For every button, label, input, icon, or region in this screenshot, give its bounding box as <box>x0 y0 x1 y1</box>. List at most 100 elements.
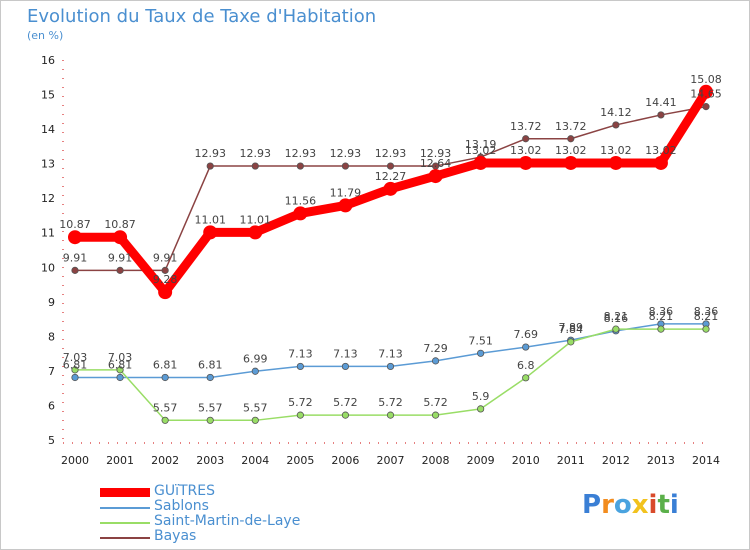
x-tick-label: 2000 <box>61 454 89 467</box>
data-label: 5.9 <box>472 390 490 403</box>
data-point <box>386 162 395 170</box>
data-point <box>612 325 620 333</box>
data-label: 14.65 <box>690 88 722 101</box>
data-point <box>473 155 488 170</box>
data-point <box>161 373 169 382</box>
data-label: 7.13 <box>378 347 403 360</box>
data-label: 5.72 <box>423 396 448 409</box>
data-label: 11.01 <box>240 213 272 226</box>
data-point <box>477 349 485 357</box>
data-label: 6.99 <box>243 352 268 365</box>
logo-letter: r <box>601 490 614 520</box>
data-point <box>206 416 214 424</box>
data-label: 6.81 <box>198 358 223 371</box>
data-label: 8.16 <box>604 312 629 325</box>
data-point <box>338 198 353 213</box>
data-point <box>563 155 578 170</box>
data-label: 9.91 <box>153 251 178 264</box>
data-label: 5.57 <box>153 401 178 414</box>
data-point <box>383 181 398 196</box>
data-label: 8.36 <box>694 305 719 318</box>
data-label: 5.57 <box>198 401 223 414</box>
data-label: 14.41 <box>645 96 677 109</box>
data-point <box>699 84 713 99</box>
chart-title: Evolution du Taux de Taxe d'Habitation <box>27 6 377 27</box>
data-label: 12.64 <box>420 157 452 170</box>
data-point <box>567 338 575 346</box>
data-label: 10.87 <box>59 218 91 231</box>
data-label: 5.72 <box>288 396 313 409</box>
data-label: 7.03 <box>63 351 88 364</box>
y-tick-label: 6 <box>48 399 55 412</box>
data-label: 9.91 <box>108 251 133 264</box>
data-label: 6.81 <box>108 358 133 371</box>
legend-label-bayas: Bayas <box>154 528 197 544</box>
data-point <box>522 135 530 143</box>
data-label: 8.21 <box>694 310 719 323</box>
legend-swatch-guitres <box>100 488 150 497</box>
data-label: 13.02 <box>510 144 542 157</box>
data-label: 5.57 <box>243 401 268 414</box>
data-label: 10.87 <box>104 218 136 231</box>
x-tick-label: 2012 <box>602 454 630 467</box>
y-tick-label: 8 <box>48 330 55 343</box>
x-tick-label: 2009 <box>467 454 495 467</box>
logo-letter: i <box>648 490 658 520</box>
data-label: 6.8 <box>517 359 535 372</box>
x-tick-label: 2004 <box>241 454 269 467</box>
data-label: 11.56 <box>285 194 317 207</box>
data-label: 8.21 <box>649 310 674 323</box>
data-point <box>116 266 124 274</box>
data-point <box>522 374 530 382</box>
x-tick-label: 2008 <box>422 454 450 467</box>
data-point <box>608 155 623 170</box>
data-point <box>612 121 620 129</box>
data-label: 7.69 <box>513 328 538 341</box>
data-point <box>206 162 214 170</box>
data-point <box>71 266 79 274</box>
x-tick-label: 2005 <box>286 454 314 467</box>
data-label: 12.93 <box>194 147 226 160</box>
y-tick-label: 11 <box>41 227 55 240</box>
data-point <box>251 162 259 170</box>
y-tick-label: 9 <box>48 296 55 309</box>
data-label: 12.93 <box>420 147 452 160</box>
logo-letter: x <box>631 490 649 520</box>
data-point <box>116 373 124 382</box>
proxiti-logo: Proxiti <box>582 490 679 520</box>
data-label: 9.91 <box>63 251 88 264</box>
data-point <box>386 411 395 419</box>
data-label: 11.79 <box>330 186 362 199</box>
data-label: 8.36 <box>649 305 674 318</box>
data-point <box>341 362 350 371</box>
y-tick-label: 5 <box>48 434 55 447</box>
data-point <box>251 367 259 375</box>
data-point <box>116 366 124 374</box>
data-point <box>203 225 218 240</box>
data-label: 13.72 <box>555 120 587 133</box>
data-label: 7.89 <box>559 321 584 334</box>
data-point <box>296 411 304 419</box>
logo-letter: P <box>582 490 602 520</box>
y-tick-label: 13 <box>41 158 55 171</box>
data-label: 12.27 <box>375 170 407 183</box>
data-point <box>113 230 128 245</box>
data-label: 12.93 <box>375 147 407 160</box>
data-point <box>341 162 350 170</box>
x-tick-label: 2007 <box>377 454 405 467</box>
data-point <box>386 362 395 371</box>
data-label: 14.12 <box>600 106 632 119</box>
data-label: 12.93 <box>285 147 317 160</box>
x-tick-label: 2013 <box>647 454 675 467</box>
data-label: 11.01 <box>194 213 226 226</box>
data-point <box>71 366 79 374</box>
data-point <box>428 169 443 184</box>
x-tick-label: 2002 <box>151 454 179 467</box>
legend-swatch-bayas <box>100 537 150 539</box>
y-tick-label: 7 <box>48 365 55 378</box>
data-label: 7.29 <box>423 342 448 355</box>
y-tick-label: 10 <box>41 261 55 274</box>
data-point <box>567 135 575 143</box>
